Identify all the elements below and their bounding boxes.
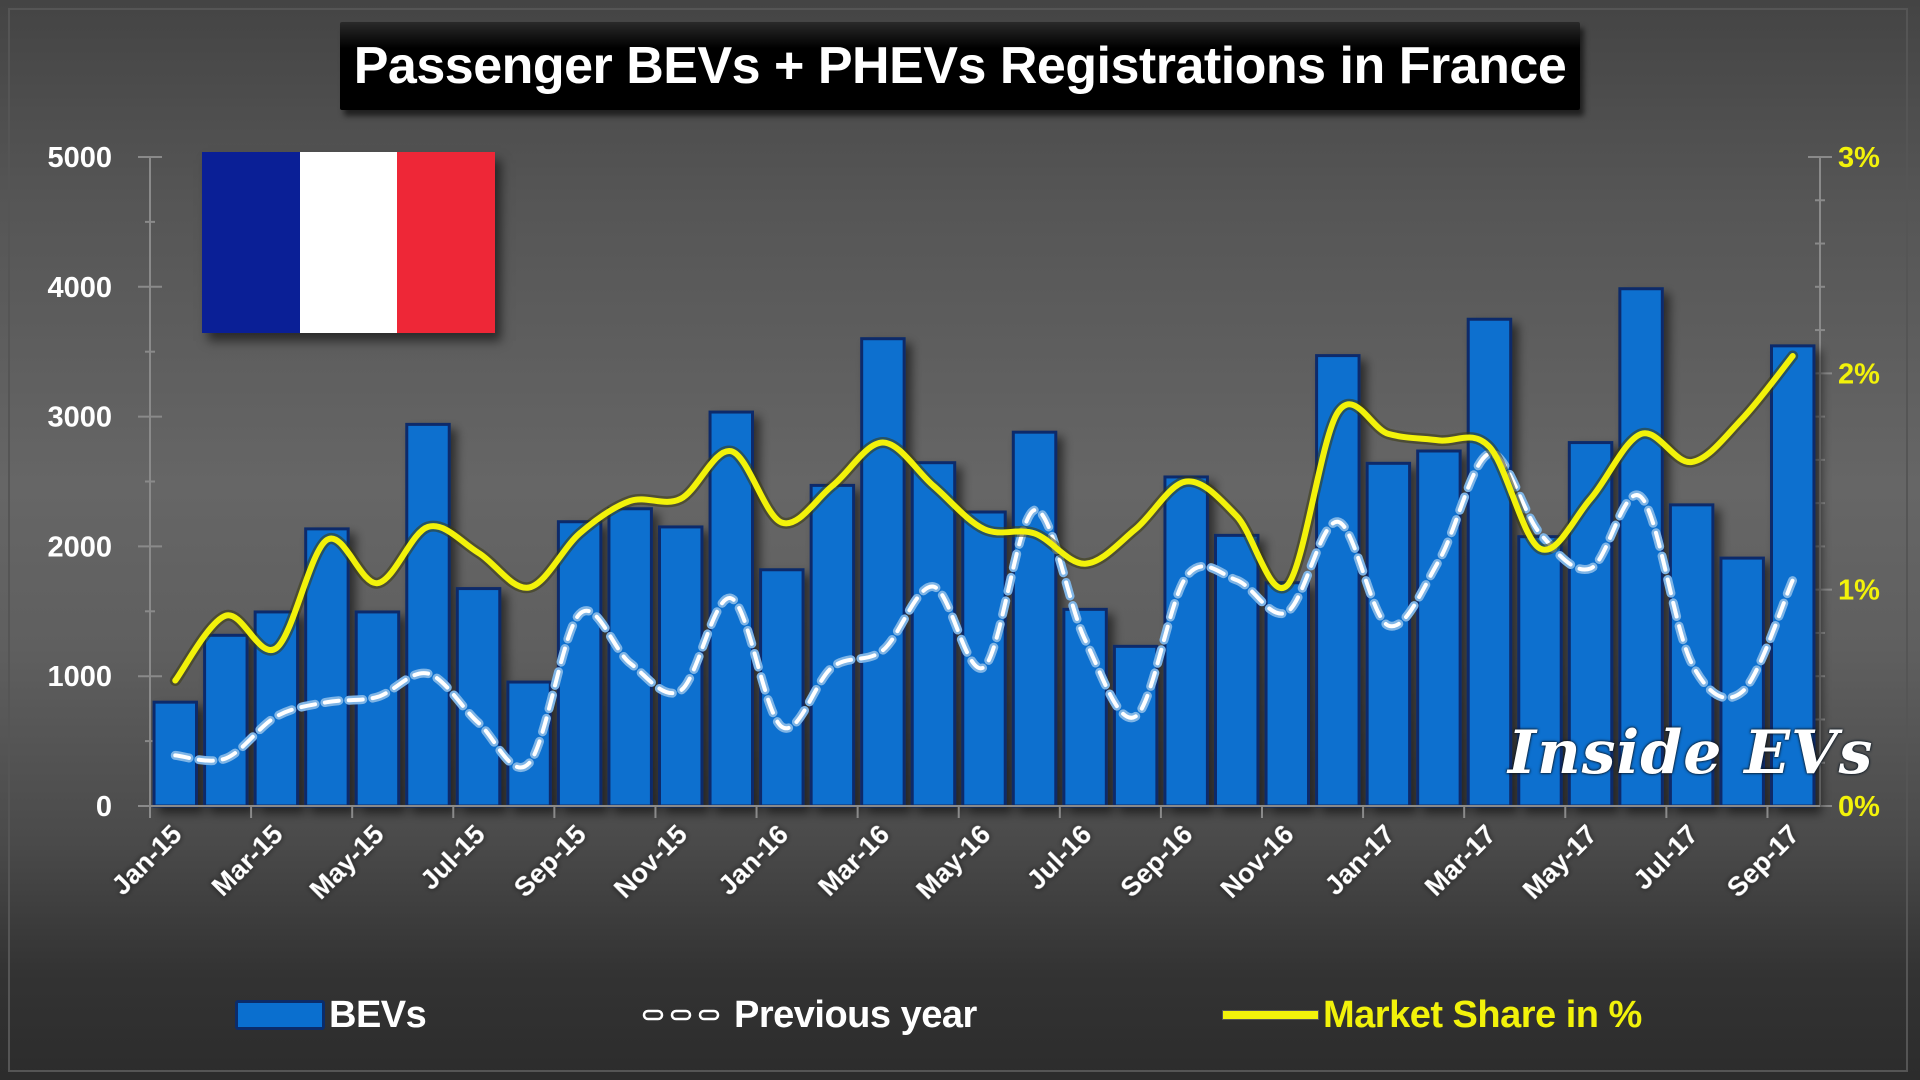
bar-jul-15: [455, 587, 502, 808]
right-axis-tick-label: 0%: [1838, 791, 1880, 823]
bar-may-15: [354, 610, 401, 808]
legend: BEVs Previous year Market Share in %: [0, 990, 1920, 1040]
bar-feb-17: [1416, 449, 1462, 808]
chart-title: Passenger BEVs + PHEVs Registrations in …: [353, 37, 1567, 95]
bar-mar-16: [860, 337, 906, 808]
x-axis-tick-label: Mar-17: [1419, 819, 1502, 902]
x-axis-tick-label: Jan-17: [1319, 819, 1401, 901]
legend-item-previous-year: Previous year: [642, 990, 977, 1040]
legend-label-previous-year: Previous year: [734, 993, 977, 1036]
left-axis-tick-label: 0: [96, 791, 112, 823]
bar-aug-16: [1112, 644, 1159, 808]
legend-item-market-share: Market Share in %: [1222, 990, 1642, 1040]
bar-jun-16: [1011, 430, 1058, 808]
left-axis-tick-label: 3000: [47, 402, 112, 434]
x-axis-tick-label: Nov-16: [1215, 819, 1300, 904]
right-axis-tick-label: 2%: [1838, 358, 1880, 390]
bar-aug-17: [1719, 556, 1765, 808]
legend-label-market-share: Market Share in %: [1323, 993, 1642, 1036]
flag-blue-stripe: [202, 152, 300, 333]
x-axis-tick-label: May-15: [304, 819, 390, 905]
bar-mar-17: [1466, 317, 1513, 808]
legend-label-bevs: BEVs: [329, 993, 427, 1036]
left-axis-tick-label: 2000: [47, 531, 112, 563]
bar-feb-16: [809, 483, 856, 808]
x-axis-tick-label: Jan-16: [712, 819, 794, 901]
flag-white-stripe: [299, 152, 398, 333]
solid-line-swatch-icon: [1222, 1010, 1319, 1020]
x-axis-tick-label: May-17: [1517, 819, 1603, 905]
x-axis-tick-label: Jul-15: [414, 819, 490, 895]
left-axis-tick-label: 5000: [47, 142, 112, 174]
left-axis-tick-label: 4000: [47, 272, 112, 304]
x-axis-tick-label: Nov-15: [608, 819, 693, 904]
x-axis-tick-label: Mar-16: [812, 819, 895, 902]
x-axis-tick-label: Sep-15: [508, 819, 592, 903]
bar-dec-16: [1315, 354, 1361, 808]
bar-feb-15: [203, 633, 249, 808]
bar-jun-15: [405, 422, 451, 808]
bar-jan-17: [1365, 461, 1412, 808]
bar-swatch-icon: [235, 1000, 325, 1030]
x-axis-tick-label: Jan-15: [106, 819, 188, 901]
x-axis-tick-label: Jul-16: [1021, 819, 1097, 895]
france-flag-icon: [202, 152, 496, 333]
right-axis-tick-label: 3%: [1838, 142, 1880, 174]
left-axis-tick-label: 1000: [47, 661, 112, 693]
bar-sep-16: [1163, 475, 1209, 808]
bar-apr-17: [1517, 535, 1563, 808]
bar-aug-15: [506, 680, 552, 808]
bar-apr-16: [910, 461, 957, 808]
flag-red-stripe: [397, 152, 496, 333]
previous-year-line: [173, 451, 1795, 770]
x-axis-tick-label: Sep-17: [1721, 819, 1805, 903]
x-axis-tick-label: Jul-17: [1627, 819, 1703, 895]
x-axis-tick-label: Mar-15: [206, 819, 289, 902]
legend-item-bevs: BEVs: [235, 990, 427, 1040]
bar-sep-15: [556, 520, 603, 808]
right-axis-tick-label: 1%: [1838, 575, 1880, 607]
dashed-line-swatch-icon: [642, 1009, 720, 1021]
market-share-line: [172, 353, 1796, 684]
x-axis-tick-label: May-16: [910, 819, 996, 905]
inside-evs-watermark: Inside EVs: [1508, 718, 1874, 788]
title-banner: Passenger BEVs + PHEVs Registrations in …: [340, 22, 1580, 110]
bar-nov-16: [1264, 581, 1311, 808]
x-axis-tick-label: Sep-16: [1115, 819, 1199, 903]
